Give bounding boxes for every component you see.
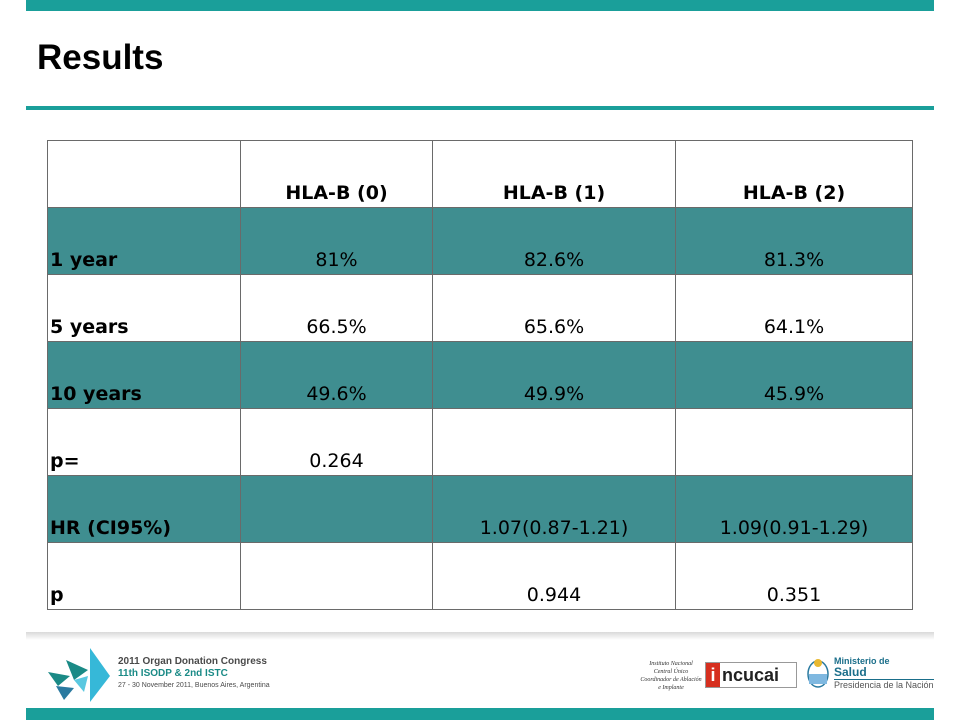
ministry-line3: Presidencia de la Nación (834, 679, 934, 690)
incucai-caption: Instituto Nacional Central Único Coordin… (640, 661, 702, 691)
table-cell: 0.351 (675, 542, 913, 610)
ministry-logo: Ministerio de Salud Presidencia de la Na… (834, 656, 934, 691)
table-cell: 1.09(0.91-1.29) (675, 475, 913, 543)
national-emblem-icon (807, 659, 829, 688)
row-label: HR (CI95%) (47, 475, 241, 543)
top-accent-bar (26, 0, 934, 11)
table-cell (240, 542, 433, 610)
incucai-logo: i ncucai (705, 662, 797, 688)
table-cell: 66.5% (240, 274, 433, 342)
table-row: p 0.944 0.351 (47, 542, 913, 610)
congress-caption: 2011 Organ Donation Congress 11th ISODP … (118, 656, 270, 691)
header-cell: HLA-B (1) (432, 140, 676, 208)
table-row: p= 0.264 (47, 408, 913, 476)
table-row: 1 year 81% 82.6% 81.3% (47, 207, 913, 275)
incucai-n-mark-icon: i (706, 663, 720, 687)
table-cell: 65.6% (432, 274, 676, 342)
congress-name: 2011 Organ Donation Congress (118, 656, 267, 667)
table-header-row: HLA-B (0) HLA-B (1) HLA-B (2) (47, 140, 913, 208)
table-cell: 49.6% (240, 341, 433, 409)
header-cell (47, 140, 241, 208)
row-label: p= (47, 408, 241, 476)
table-cell (675, 408, 913, 476)
title-divider (26, 106, 934, 110)
header-cell: HLA-B (2) (675, 140, 913, 208)
ministry-line1: Ministerio de (834, 656, 890, 666)
congress-dates: 27 - 30 November 2011, Buenos Aires, Arg… (118, 682, 270, 689)
table-cell: 81% (240, 207, 433, 275)
table-cell: 0.264 (240, 408, 433, 476)
slide-title: Results (37, 38, 164, 77)
table-cell (432, 408, 676, 476)
table-cell: 49.9% (432, 341, 676, 409)
results-table: HLA-B (0) HLA-B (1) HLA-B (2) 1 year 81%… (47, 140, 913, 610)
row-label: 5 years (47, 274, 241, 342)
table-cell: 45.9% (675, 341, 913, 409)
table-cell (240, 475, 433, 543)
header-cell: HLA-B (0) (240, 140, 433, 208)
row-label: p (47, 542, 241, 610)
table-row: 5 years 66.5% 65.6% 64.1% (47, 274, 913, 342)
ministry-line2: Salud (834, 665, 867, 679)
table-cell: 82.6% (432, 207, 676, 275)
congress-bird-logo-icon (48, 648, 110, 702)
congress-edition: 11th ISODP & 2nd ISTC (118, 668, 228, 679)
table-row: HR (CI95%) 1.07(0.87-1.21) 1.09(0.91-1.2… (47, 475, 913, 543)
row-label: 1 year (47, 207, 241, 275)
row-label: 10 years (47, 341, 241, 409)
table-row: 10 years 49.6% 49.9% 45.9% (47, 341, 913, 409)
footer-divider (26, 632, 934, 640)
table-cell: 0.944 (432, 542, 676, 610)
table-cell: 81.3% (675, 207, 913, 275)
table-cell: 1.07(0.87-1.21) (432, 475, 676, 543)
incucai-wordmark: ncucai (722, 665, 780, 685)
table-cell: 64.1% (675, 274, 913, 342)
bottom-accent-bar (26, 708, 934, 720)
